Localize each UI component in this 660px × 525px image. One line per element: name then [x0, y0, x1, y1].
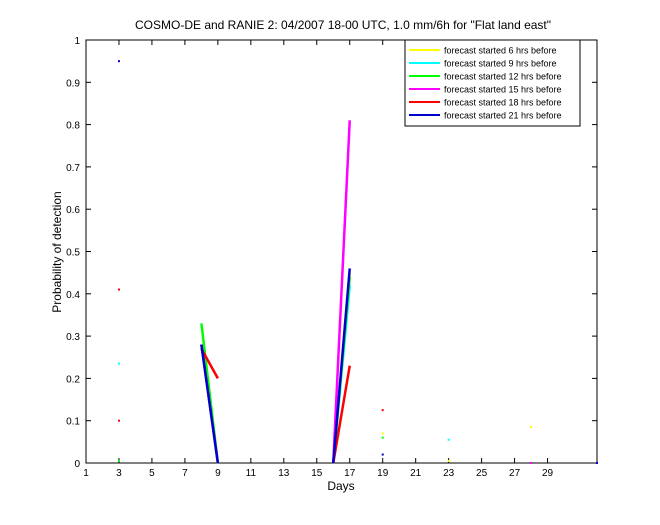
- y-tick-label: 0.7: [66, 163, 80, 174]
- x-tick-label: 17: [344, 468, 356, 479]
- data-point: [381, 409, 384, 412]
- x-tick-label: 5: [149, 468, 155, 479]
- legend-label: forecast started 15 hrs before: [444, 85, 562, 95]
- data-point: [117, 459, 120, 462]
- series-line-segment: [200, 348, 219, 380]
- legend-label: forecast started 21 hrs before: [444, 111, 562, 121]
- y-tick-label: 1: [74, 36, 80, 47]
- series-6: [117, 60, 598, 464]
- legend-entries: forecast started 6 hrs before forecast st…: [409, 46, 562, 121]
- y-tick-label: 0.5: [66, 248, 80, 259]
- x-axis-label: Days: [327, 479, 354, 493]
- y-axis-label: Probability of detection: [50, 191, 64, 312]
- y-tick-label: 0: [74, 459, 80, 470]
- x-tick-label: 9: [215, 468, 221, 479]
- x-tick-label: 15: [311, 468, 323, 479]
- y-tick-label: 0.4: [66, 290, 80, 301]
- series-line-segment: [200, 344, 220, 464]
- data-point: [381, 432, 384, 435]
- x-tick-label: 27: [509, 468, 521, 479]
- x-tick-label: 1: [83, 468, 89, 479]
- series-line-segment: [332, 120, 351, 464]
- data-point: [530, 426, 533, 429]
- legend-label: forecast started 9 hrs before: [444, 59, 557, 69]
- data-point: [381, 436, 384, 439]
- x-tick-label: 11: [246, 468, 257, 479]
- y-tick-label: 0.9: [66, 78, 80, 89]
- legend-label: forecast started 12 hrs before: [444, 72, 562, 82]
- x-tick-label: 23: [443, 468, 455, 479]
- y-tick-label: 0.8: [66, 121, 80, 132]
- data-point: [117, 419, 120, 422]
- x-tick-label: 29: [542, 468, 554, 479]
- data-point: [596, 462, 598, 464]
- y-tick-label: 0.2: [66, 374, 80, 385]
- data-point: [447, 459, 450, 462]
- series-line-segment: [332, 365, 351, 464]
- data-point: [117, 362, 120, 365]
- data-point: [381, 453, 384, 456]
- data-point: [447, 438, 450, 441]
- data-point: [530, 462, 533, 464]
- data-point: [117, 60, 120, 63]
- data-point: [117, 288, 120, 291]
- x-tick-label: 7: [182, 468, 188, 479]
- legend-label: forecast started 6 hrs before: [444, 46, 557, 56]
- axis-ticks: 1 3 5 7 9 11 13 15 17 19 21 23 25 27 2900.10.20.30.40.…: [66, 36, 597, 479]
- x-tick-label: 25: [476, 468, 488, 479]
- legend-label: forecast started 18 hrs before: [444, 98, 562, 108]
- x-tick-label: 13: [278, 468, 290, 479]
- y-tick-label: 0.3: [66, 332, 80, 343]
- series-line-segment: [332, 268, 351, 464]
- x-tick-label: 3: [116, 468, 122, 479]
- legend-box: [404, 39, 581, 127]
- y-tick-label: 0.1: [66, 417, 80, 428]
- x-tick-label: 21: [410, 468, 422, 479]
- series-5: [117, 288, 384, 464]
- x-tick-label: 19: [377, 468, 389, 479]
- legend: forecast started 6 hrs before forecast st…: [404, 39, 581, 127]
- series-layer: [117, 60, 598, 464]
- chart-title: COSMO-DE and RANIE 2: 04/2007 18-00 UTC,…: [135, 18, 551, 32]
- y-tick-label: 0.6: [66, 205, 80, 216]
